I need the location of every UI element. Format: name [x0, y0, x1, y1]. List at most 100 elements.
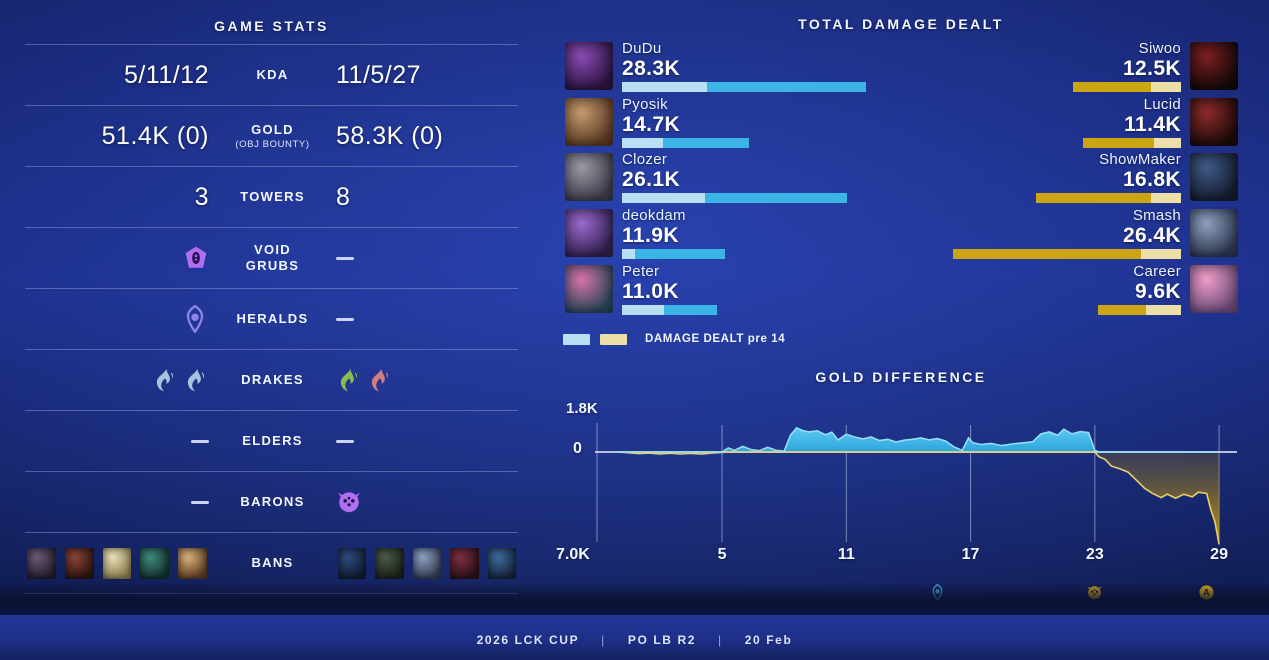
stat-gold-left-value: 51.4K (0): [101, 121, 209, 150]
footer-stage: PO LB R2: [627, 633, 697, 647]
baron-icon: [336, 489, 362, 515]
stat-void-grubs-left: [25, 245, 225, 271]
stat-kda-left-value: 5/11/12: [123, 60, 209, 89]
player-name: Lucid: [1143, 95, 1181, 113]
none-dash-icon: [191, 439, 209, 443]
damage-pre14-segment: [1145, 304, 1181, 315]
stat-row-heralds: HERALDS: [25, 288, 518, 349]
stat-towers-left: 3: [25, 183, 225, 212]
damage-value: 26.1K: [622, 168, 681, 192]
damage-column-gold-team: Siwoo 12.5K Lucid 11.4K ShowMaker 16.8K Sma…: [953, 40, 1238, 320]
footer-separator: |: [601, 633, 606, 647]
gold-difference-chart: [595, 423, 1237, 545]
player-info: deokdam 11.9K: [622, 207, 686, 248]
stat-bans-left: [25, 547, 225, 579]
drake-infernal-icon: [367, 367, 393, 393]
damage-pre14-segment: [1154, 137, 1181, 148]
damage-value: 12.5K: [1122, 57, 1181, 80]
stat-kda-right: 11/5/27: [320, 61, 518, 90]
player-info: Pyosik 14.7K: [622, 96, 680, 137]
damage-column-blue-team: DuDu 28.3K Pyosik 14.7K Clozer 26.1K deokda…: [565, 40, 875, 320]
damage-bar: [622, 137, 749, 148]
player-name: Career: [1133, 262, 1181, 280]
stat-heralds-right: [320, 317, 518, 321]
damage-post14-segment: [704, 193, 848, 204]
stat-gold-left: 51.4K (0): [25, 122, 225, 151]
pre14-gold-swatch: [600, 333, 627, 345]
damage-post14-segment: [634, 249, 725, 260]
stat-label-towers: TOWERS: [225, 189, 320, 205]
ban-champion-portrait-left-3: [102, 547, 132, 579]
damage-value: 26.4K: [1122, 224, 1181, 248]
footer-event-name: 2026 LCK CUP: [476, 633, 580, 647]
damage-legend: DAMAGE DEALT pre 14: [563, 333, 785, 345]
stat-row-gold: 51.4K (0) GOLD (OBJ BOUNTY) 58.3K (0): [25, 105, 518, 166]
y-axis-min-label: 7.0K: [556, 546, 590, 563]
stat-row-label: VOID GRUBS: [245, 241, 300, 273]
stat-label-gold: GOLD (OBJ BOUNTY): [225, 122, 320, 150]
damage-row-showmaker: ShowMaker 16.8K: [955, 151, 1238, 204]
drake-chemtech-icon: [336, 367, 362, 393]
ban-champion-portrait-left-2: [64, 547, 94, 579]
damage-row-clozer: Clozer 26.1K: [565, 151, 875, 204]
player-info: Career 9.6K: [1133, 263, 1181, 304]
stat-towers-right: 8: [320, 183, 518, 212]
stat-bans-right: [320, 547, 518, 579]
footer-text: 2026 LCK CUP | PO LB R2 | 20 Feb: [0, 633, 1269, 647]
damage-post14-segment: [706, 82, 866, 92]
x-axis-tick-29: 29: [1210, 546, 1228, 563]
damage-pre14-segment: [1150, 82, 1181, 92]
champion-portrait-deokdam: [565, 209, 613, 258]
stat-label-elders: ELDERS: [225, 433, 320, 449]
player-name: deokdam: [622, 207, 686, 225]
game-stats-title: GAME STATS: [214, 18, 329, 34]
damage-value: 14.7K: [622, 112, 681, 136]
stat-barons-right: [320, 489, 518, 515]
damage-pre14-segment: [622, 249, 635, 260]
stat-row-label: GOLD: [251, 121, 294, 137]
damage-value: 11.0K: [622, 279, 679, 303]
drake-cloud-icon: [152, 367, 178, 393]
x-axis-tick-23: 23: [1085, 546, 1104, 563]
ban-champion-portrait-right-3: [412, 547, 442, 579]
x-axis-tick-5: 5: [717, 546, 727, 563]
player-info: Lucid 11.4K: [1124, 96, 1181, 137]
damage-pre14-segment: [622, 304, 665, 315]
champion-portrait-siwoo: [1190, 42, 1238, 90]
stat-label-void-grubs: VOID GRUBS: [225, 242, 320, 275]
stat-towers-left-value: 3: [194, 182, 209, 211]
x-axis-tick-17: 17: [961, 546, 980, 563]
damage-row-dudu: DuDu 28.3K: [565, 40, 875, 92]
damage-post14-segment: [953, 249, 1142, 260]
damage-row-lucid: Lucid 11.4K: [955, 96, 1238, 148]
stat-row-sublabel: (OBJ BOUNTY): [235, 139, 310, 151]
damage-pre14-segment: [622, 82, 707, 92]
stat-kda-left: 5/11/12: [25, 61, 225, 90]
stat-label-heralds: HERALDS: [225, 311, 320, 327]
stat-row-label: KDA: [256, 66, 289, 82]
pre14-blue-swatch: [563, 333, 590, 345]
damage-bar: [1073, 82, 1181, 92]
stat-row-label: BARONS: [240, 493, 305, 509]
ban-champion-portrait-left-5: [178, 547, 207, 579]
champion-portrait-dudu: [565, 42, 613, 90]
stat-gold-right: 58.3K (0): [320, 122, 518, 151]
stat-row-elders: ELDERS: [25, 410, 518, 471]
champion-portrait-showmaker: [1190, 153, 1238, 202]
player-info: Peter 11.0K: [622, 263, 679, 304]
ban-champion-portrait-right-5: [487, 547, 517, 579]
damage-value: 9.6K: [1135, 279, 1181, 303]
stat-kda-right-value: 11/5/27: [336, 60, 422, 89]
bottom-shade: [0, 582, 1269, 616]
champion-portrait-lucid: [1190, 97, 1238, 146]
damage-pre14-segment: [622, 193, 705, 204]
damage-post14-segment: [1082, 137, 1155, 148]
stat-row-kda: 5/11/12 KDA 11/5/27: [25, 44, 518, 105]
damage-value: 11.4K: [1124, 112, 1181, 136]
stat-row-label: BANS: [251, 554, 294, 570]
drake-cloud-icon: [183, 367, 209, 393]
none-dash-icon: [336, 256, 354, 260]
damage-row-deokdam: deokdam 11.9K: [565, 207, 875, 260]
stat-elders-left: [25, 439, 225, 443]
damage-legend-label: DAMAGE DEALT pre 14: [645, 333, 786, 345]
